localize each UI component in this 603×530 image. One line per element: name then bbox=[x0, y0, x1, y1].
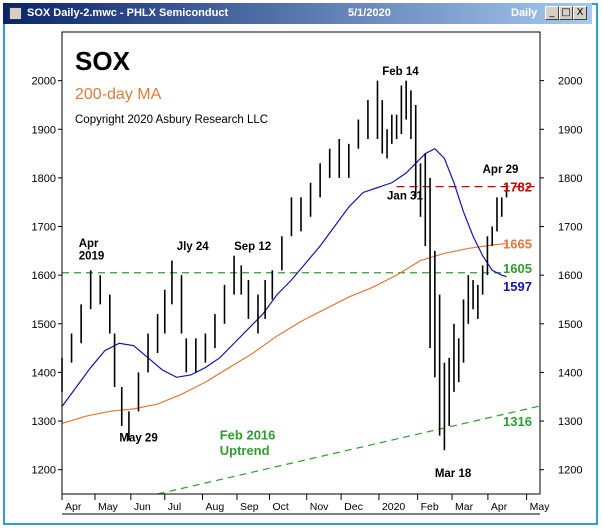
x-tick-label: Sep bbox=[240, 501, 259, 513]
y-tick-label-right: 1700 bbox=[558, 222, 582, 234]
title-bar[interactable]: SOX Daily-2.mwc - PHLX Semiconduct 5/1/2… bbox=[3, 3, 592, 24]
annotation-label: Jly 24 bbox=[177, 241, 210, 253]
annotation-label: Mar 18 bbox=[435, 468, 472, 480]
close-button[interactable]: X bbox=[573, 6, 587, 20]
annotation-label: Feb 2016 bbox=[220, 428, 276, 443]
y-tick-label-left: 1400 bbox=[32, 367, 56, 379]
y-tick-label-right: 1400 bbox=[558, 367, 582, 379]
annotation-label: Apr 29 bbox=[483, 164, 519, 176]
y-tick-label-right: 1300 bbox=[558, 416, 582, 428]
annotation-label: Jan 31 bbox=[387, 190, 423, 202]
y-tick-label-left: 1200 bbox=[32, 465, 56, 477]
annotation-label: Uptrend bbox=[220, 443, 270, 458]
y-tick-label-right: 1500 bbox=[558, 319, 582, 331]
app-icon bbox=[9, 7, 22, 20]
minimize-button[interactable]: _ bbox=[545, 6, 559, 20]
x-tick-label: Jun bbox=[134, 501, 151, 513]
level-label: 1665 bbox=[503, 237, 532, 252]
chart-subtitle: 200-day MA bbox=[75, 86, 162, 103]
window-title: SOX Daily-2.mwc - PHLX Semiconduct bbox=[27, 7, 229, 19]
copyright-text: Copyright 2020 Asbury Research LLC bbox=[75, 114, 268, 126]
x-tick-label: Apr bbox=[491, 501, 508, 513]
x-tick-label: Apr bbox=[65, 501, 82, 513]
x-tick-label: 2020 bbox=[382, 501, 406, 513]
y-tick-label-left: 1800 bbox=[32, 173, 56, 185]
y-tick-label-left: 1500 bbox=[32, 319, 56, 331]
level-label: 1316 bbox=[503, 414, 532, 429]
maximize-button[interactable]: □ bbox=[559, 6, 573, 20]
x-tick-label: Dec bbox=[344, 501, 363, 513]
x-tick-label: Mar bbox=[455, 501, 474, 513]
x-tick-label: Feb bbox=[421, 501, 439, 513]
x-tick-label: Oct bbox=[272, 501, 288, 513]
chart-window bbox=[3, 3, 598, 525]
level-label: 1597 bbox=[503, 279, 532, 294]
y-tick-label-left: 1700 bbox=[32, 222, 56, 234]
x-tick-label: May bbox=[98, 501, 119, 513]
y-tick-label-right: 1600 bbox=[558, 270, 582, 282]
x-tick-label: Jul bbox=[168, 501, 181, 513]
uptrend-line bbox=[157, 405, 541, 495]
y-tick-label-left: 1900 bbox=[32, 124, 56, 136]
window-date: 5/1/2020 bbox=[348, 7, 391, 19]
y-tick-label-left: 2000 bbox=[32, 76, 56, 88]
y-tick-label-left: 1600 bbox=[32, 270, 56, 282]
level-label: 1605 bbox=[503, 261, 532, 276]
annotation-label: Sep 12 bbox=[234, 241, 271, 253]
window-period: Daily bbox=[511, 7, 538, 19]
y-tick-label-right: 1200 bbox=[558, 465, 582, 477]
x-tick-label: May bbox=[530, 501, 551, 513]
annotation-label: Apr bbox=[79, 238, 99, 250]
y-tick-label-right: 2000 bbox=[558, 76, 582, 88]
y-tick-label-right: 1800 bbox=[558, 173, 582, 185]
level-label: 1782 bbox=[503, 180, 532, 195]
annotation-label: May 29 bbox=[119, 432, 157, 444]
x-tick-label: Nov bbox=[310, 501, 329, 513]
plot-frame bbox=[61, 31, 541, 495]
annotation-label: Feb 14 bbox=[382, 66, 419, 78]
x-tick-label: Aug bbox=[206, 501, 225, 513]
chart-title: SOX bbox=[75, 46, 131, 76]
y-tick-label-right: 1900 bbox=[558, 124, 582, 136]
y-tick-label-left: 1300 bbox=[32, 416, 56, 428]
annotation-label: 2019 bbox=[79, 251, 105, 263]
ma50-line bbox=[61, 147, 507, 407]
